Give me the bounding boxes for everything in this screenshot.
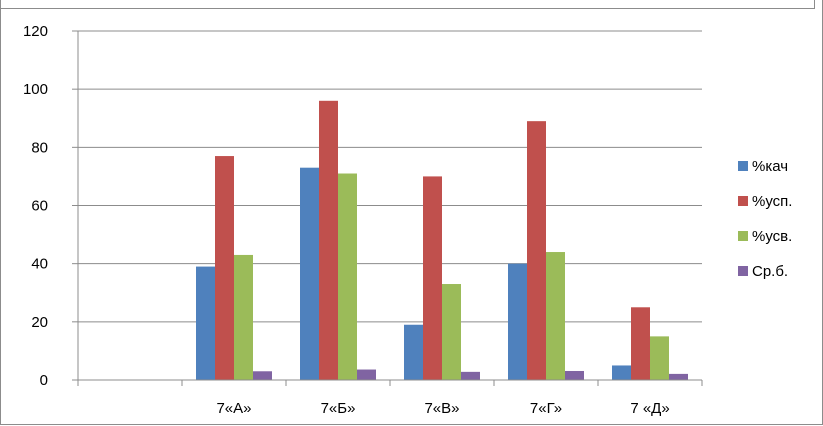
- y-tick-label: 100: [23, 81, 48, 98]
- bars: [196, 100, 688, 381]
- bar-3-1: [423, 176, 442, 380]
- legend-label: %усв.: [752, 228, 792, 245]
- y-tick-label: 20: [31, 314, 48, 331]
- legend-swatch: [738, 161, 748, 171]
- legend-swatch: [738, 266, 748, 276]
- x-tick-label: 7«Б»: [321, 400, 356, 417]
- bar-1-1: [215, 156, 234, 380]
- bar-4-1: [527, 121, 546, 381]
- legend-swatch: [738, 196, 748, 206]
- legend-label: %усп.: [752, 193, 792, 210]
- y-tick-label: 60: [31, 198, 48, 215]
- legend-swatch: [738, 231, 748, 241]
- bar-5-0: [612, 365, 631, 380]
- y-tick-label: 80: [31, 139, 48, 156]
- top-strip: [0, 0, 815, 9]
- bar-2-3: [357, 369, 376, 380]
- y-tick-label: 120: [23, 23, 48, 40]
- x-axis: 7«А» 7«Б» 7«В» 7«Г» 7 «Д»: [77, 379, 703, 417]
- bar-1-0: [196, 266, 215, 380]
- x-tick-label: 7«А»: [216, 400, 251, 417]
- y-axis: 0 20 40 60 80 100 120: [23, 23, 79, 389]
- gridlines: [78, 30, 702, 323]
- bar-2-1: [319, 100, 338, 381]
- bar-5-3: [669, 373, 688, 380]
- bar-2-0: [300, 167, 319, 380]
- bar-3-3: [461, 371, 480, 380]
- bar-2-2: [338, 173, 357, 380]
- bar-1-2: [234, 254, 253, 380]
- legend: %кач %усп. %усв. Ср.б.: [738, 158, 792, 280]
- x-tick-label: 7«В»: [424, 400, 459, 417]
- bar-3-2: [442, 284, 461, 380]
- bar-4-3: [565, 370, 584, 380]
- bar-5-2: [650, 336, 669, 380]
- legend-label: %кач: [752, 158, 788, 175]
- y-tick-label: 0: [40, 372, 48, 389]
- bar-3-0: [404, 324, 423, 380]
- bar-1-3: [253, 371, 272, 380]
- legend-label: Ср.б.: [752, 263, 788, 280]
- x-tick-label: 7«Г»: [530, 400, 562, 417]
- bar-4-2: [546, 252, 565, 380]
- y-tick-label: 40: [31, 256, 48, 273]
- x-tick-label: 7 «Д»: [630, 400, 669, 417]
- bar-5-1: [631, 307, 650, 380]
- bar-4-0: [508, 263, 527, 380]
